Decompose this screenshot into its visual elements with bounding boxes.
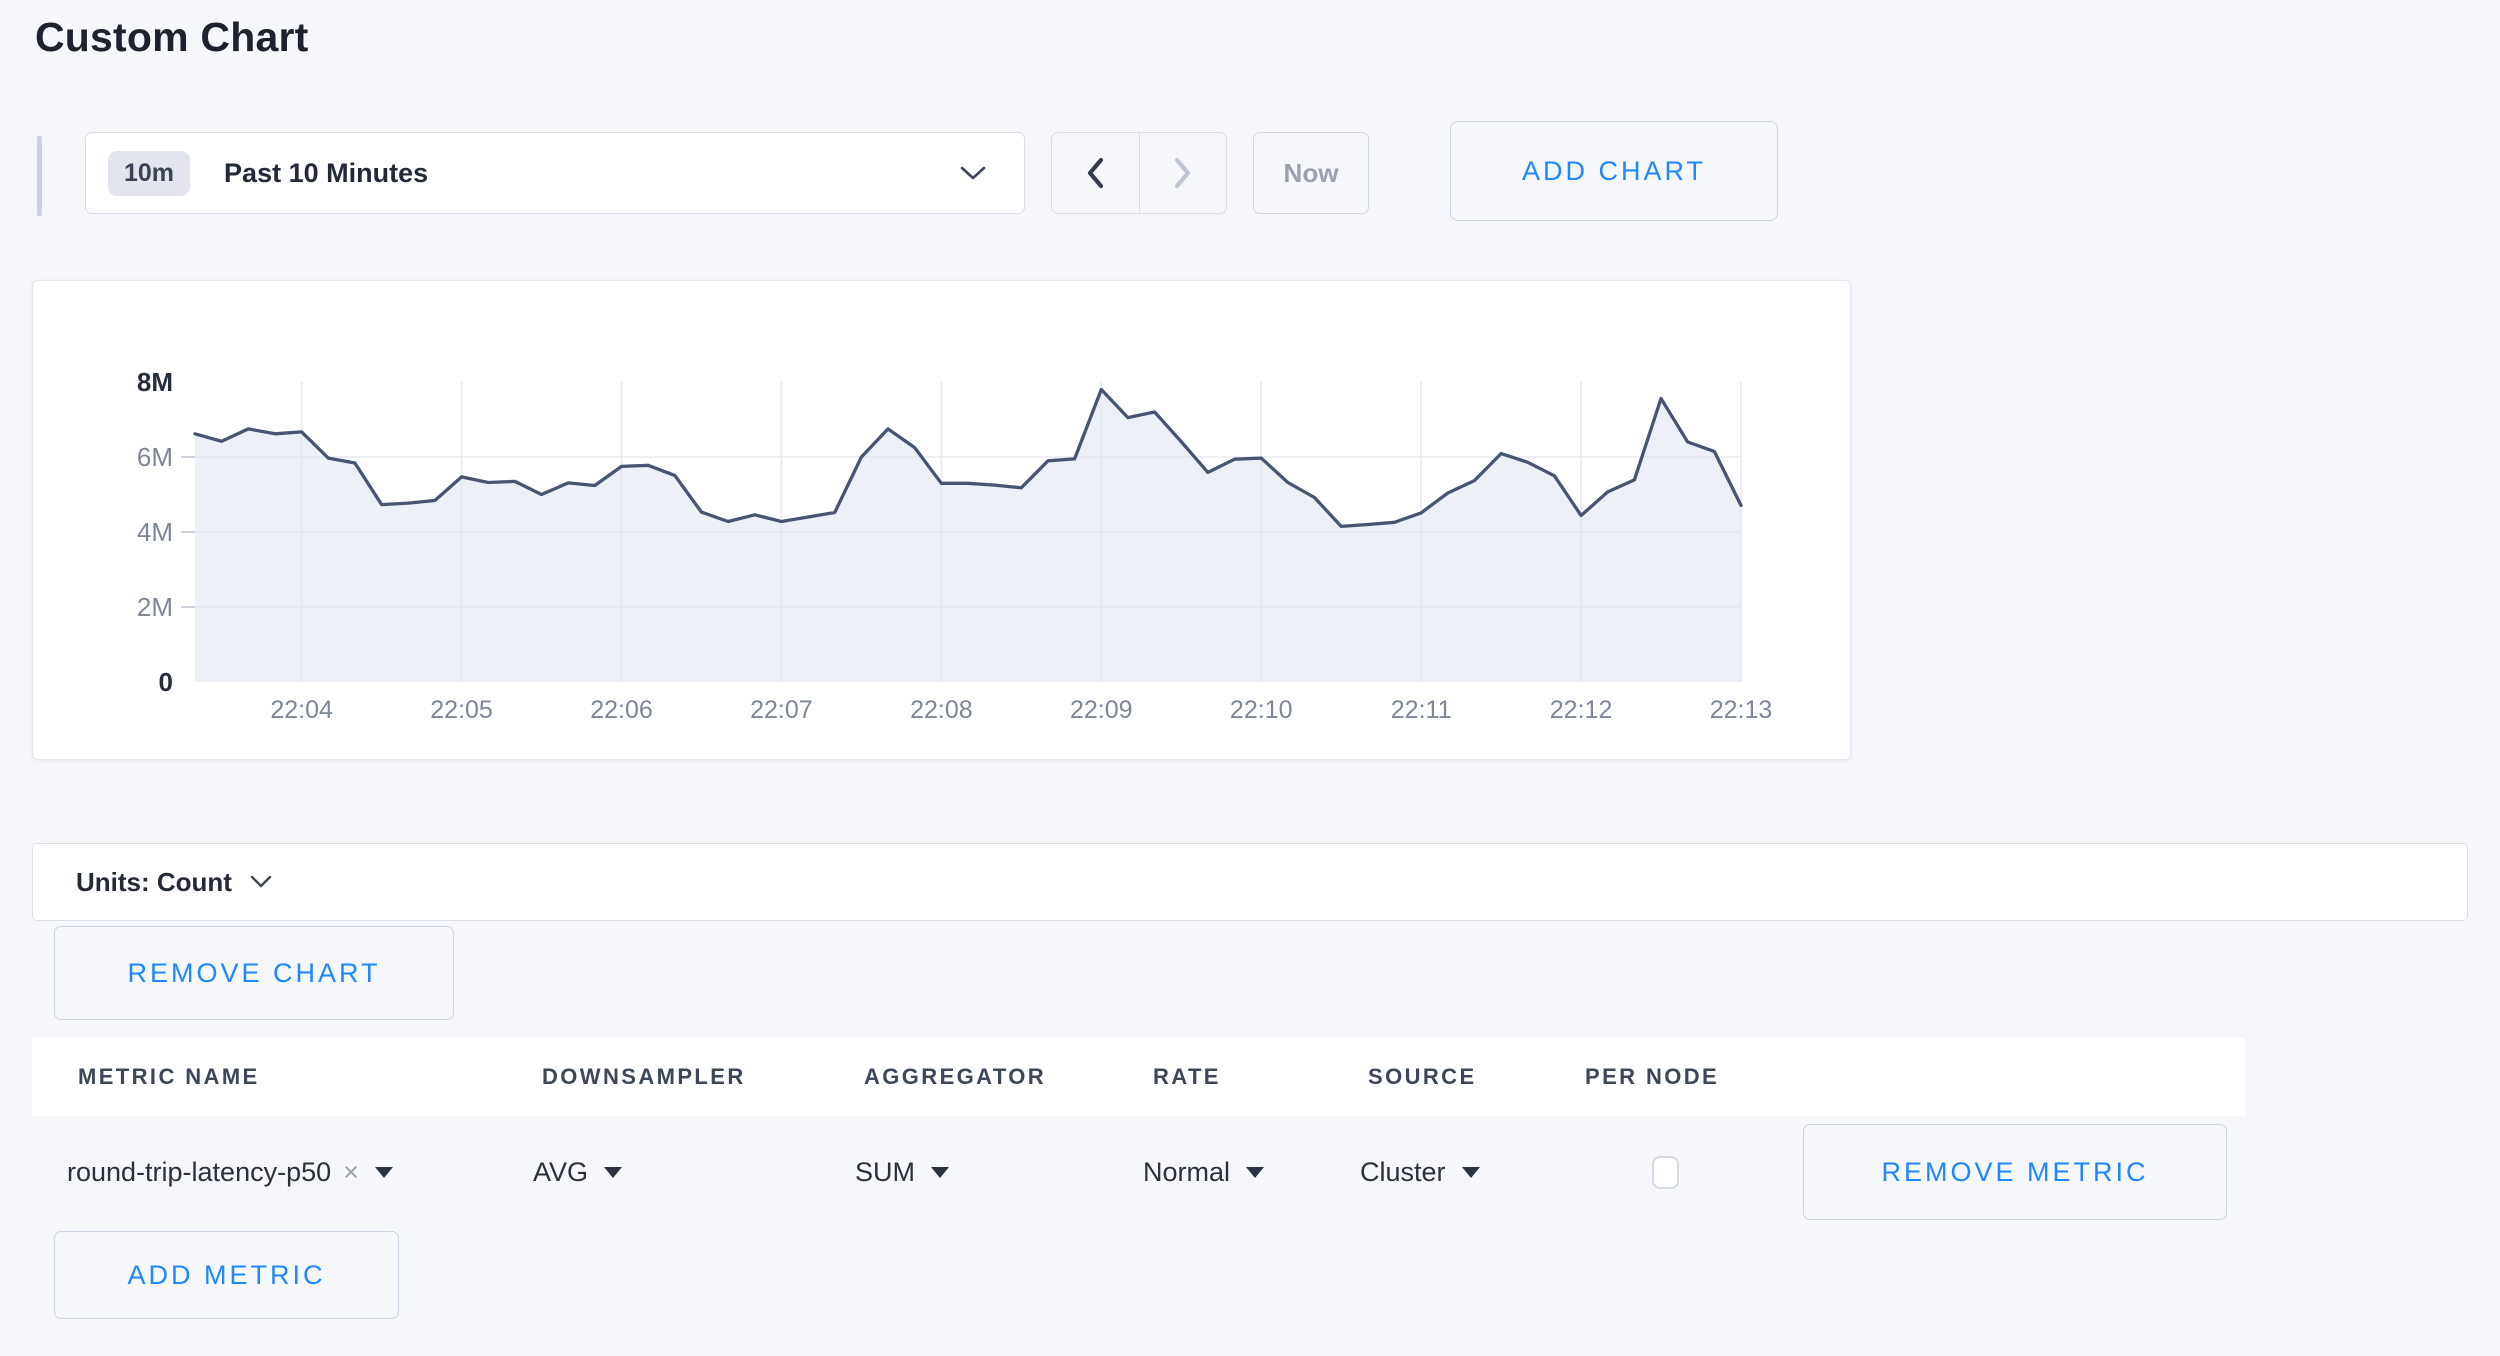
- x-axis-label: 22:07: [750, 696, 813, 724]
- col-header-metric-name: METRIC NAME: [78, 1064, 260, 1089]
- col-header-per-node: PER NODE: [1585, 1064, 1720, 1089]
- metrics-table-header: METRIC NAME DOWNSAMPLER AGGREGATOR RATE …: [32, 1038, 2245, 1116]
- rate-value: Normal: [1143, 1156, 1231, 1187]
- chevron-right-icon: [1174, 157, 1190, 189]
- col-header-aggregator: AGGREGATOR: [864, 1064, 1047, 1089]
- page-title: Custom Chart: [35, 14, 309, 60]
- dropdown-caret-icon: [604, 1166, 623, 1178]
- remove-metric-button[interactable]: REMOVE METRIC: [1803, 1124, 2227, 1220]
- units-dropdown[interactable]: Units: Count: [32, 843, 2468, 921]
- time-nav-group: [1051, 132, 1227, 214]
- col-header-downsampler: DOWNSAMPLER: [542, 1064, 746, 1089]
- add-metric-button[interactable]: ADD METRIC: [54, 1231, 399, 1319]
- y-axis-label: 2M: [137, 592, 173, 622]
- source-select[interactable]: Cluster: [1360, 1146, 1480, 1198]
- x-axis-label: 22:11: [1391, 696, 1452, 724]
- timeseries-chart: 8M 6M 4M 2M 0 22:04 22:05 22:06 22:07 22:08 22:09 2…: [137, 367, 1773, 724]
- remove-chart-button[interactable]: REMOVE CHART: [54, 926, 454, 1020]
- dropdown-caret-icon: [1461, 1166, 1480, 1178]
- time-range-badge: 10m: [108, 150, 191, 196]
- aggregator-select[interactable]: SUM: [855, 1146, 949, 1198]
- y-axis-label: 8M: [137, 367, 173, 397]
- chart-card: 8M 6M 4M 2M 0 22:04 22:05 22:06 22:07 22:08 22:09 2…: [32, 280, 1851, 760]
- rate-select[interactable]: Normal: [1143, 1146, 1265, 1198]
- x-axis-label: 22:09: [1070, 696, 1133, 724]
- y-axis-label: 0: [159, 667, 173, 697]
- x-axis-label: 22:12: [1550, 696, 1613, 724]
- x-axis-label: 22:10: [1230, 696, 1293, 724]
- dropdown-caret-icon: [1246, 1166, 1265, 1178]
- now-button[interactable]: Now: [1253, 132, 1369, 214]
- x-axis-label: 22:04: [270, 696, 333, 724]
- x-axis-label: 22:08: [910, 696, 973, 724]
- prev-time-button[interactable]: [1052, 133, 1139, 213]
- chevron-left-icon: [1088, 157, 1104, 189]
- time-range-select[interactable]: 10m Past 10 Minutes: [85, 132, 1025, 214]
- x-axis-label: 22:05: [430, 696, 493, 724]
- downsampler-select[interactable]: AVG: [533, 1146, 623, 1198]
- area-fill: [195, 389, 1741, 682]
- metric-name-value: round-trip-latency-p50: [67, 1156, 332, 1187]
- series-line: [193, 387, 1743, 529]
- next-time-button[interactable]: [1138, 133, 1227, 213]
- dropdown-caret-icon: [931, 1166, 949, 1178]
- add-chart-button[interactable]: ADD CHART: [1450, 121, 1778, 221]
- col-header-rate: RATE: [1153, 1064, 1221, 1089]
- dropdown-caret-icon: [374, 1166, 393, 1178]
- chevron-down-icon: [250, 875, 272, 888]
- chevron-down-icon: [960, 166, 986, 180]
- units-label: Units: Count: [76, 866, 232, 897]
- y-axis-label: 4M: [137, 517, 173, 547]
- downsampler-value: AVG: [533, 1156, 589, 1187]
- col-header-source: SOURCE: [1368, 1064, 1477, 1089]
- x-axis-label: 22:06: [590, 696, 653, 724]
- y-axis-label: 6M: [137, 442, 173, 472]
- metric-name-select[interactable]: round-trip-latency-p50 ×: [67, 1146, 393, 1198]
- time-range-accent-bar: [37, 136, 42, 216]
- per-node-checkbox[interactable]: [1652, 1156, 1679, 1189]
- aggregator-value: SUM: [855, 1156, 915, 1187]
- source-value: Cluster: [1360, 1156, 1446, 1187]
- clear-metric-icon[interactable]: ×: [343, 1156, 359, 1187]
- time-range-label: Past 10 Minutes: [224, 157, 429, 188]
- x-axis-label: 22:13: [1710, 696, 1773, 724]
